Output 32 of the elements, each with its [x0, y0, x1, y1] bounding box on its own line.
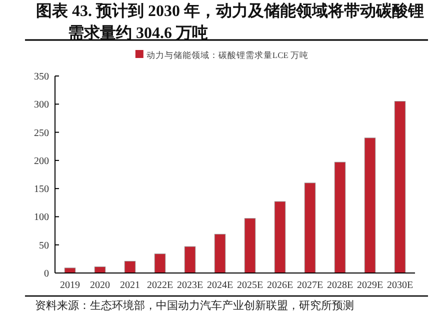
bar: [154, 254, 166, 274]
bar: [304, 182, 316, 274]
legend: 动力与储能领域：碳酸锂需求量LCE 万吨: [135, 50, 309, 60]
bar: [244, 218, 256, 274]
x-tick-label: 2019: [60, 280, 80, 291]
bar: [214, 234, 226, 274]
bar: [334, 162, 346, 274]
bar: [124, 260, 136, 274]
x-tick-label: 2028E: [326, 280, 354, 291]
x-tick-label: 2027E: [296, 280, 324, 291]
bar: [394, 101, 406, 274]
y-tick-label: 250: [34, 128, 49, 139]
x-tick-label: 2030E: [386, 280, 414, 291]
x-tick-label: 2026E: [266, 280, 294, 291]
x-tick-label: 2021: [120, 280, 140, 291]
y-tick-label: 0: [44, 268, 49, 280]
bar: [364, 138, 376, 274]
y-tick-label: 350: [34, 72, 49, 82]
x-tick-label: 2020: [90, 280, 110, 291]
y-tick-label: 100: [34, 212, 49, 224]
y-tick-label: 300: [34, 100, 49, 111]
bar: [274, 201, 286, 274]
x-tick-label: 2025E: [236, 280, 264, 291]
x-tick-label: 2023E: [176, 280, 204, 291]
bar: [184, 246, 196, 274]
x-tick-label: 2029E: [356, 280, 384, 291]
y-tick-label: 150: [34, 184, 49, 196]
y-tick-label: 50: [39, 240, 49, 252]
text: 资料来源：生态环境部，中国动力汽车产业创新联盟，研究所预测: [35, 299, 354, 312]
x-tick-label: 2022E: [146, 280, 174, 291]
y-tick-label: 200: [34, 156, 49, 167]
x-tick-label: 2024E: [206, 280, 234, 291]
